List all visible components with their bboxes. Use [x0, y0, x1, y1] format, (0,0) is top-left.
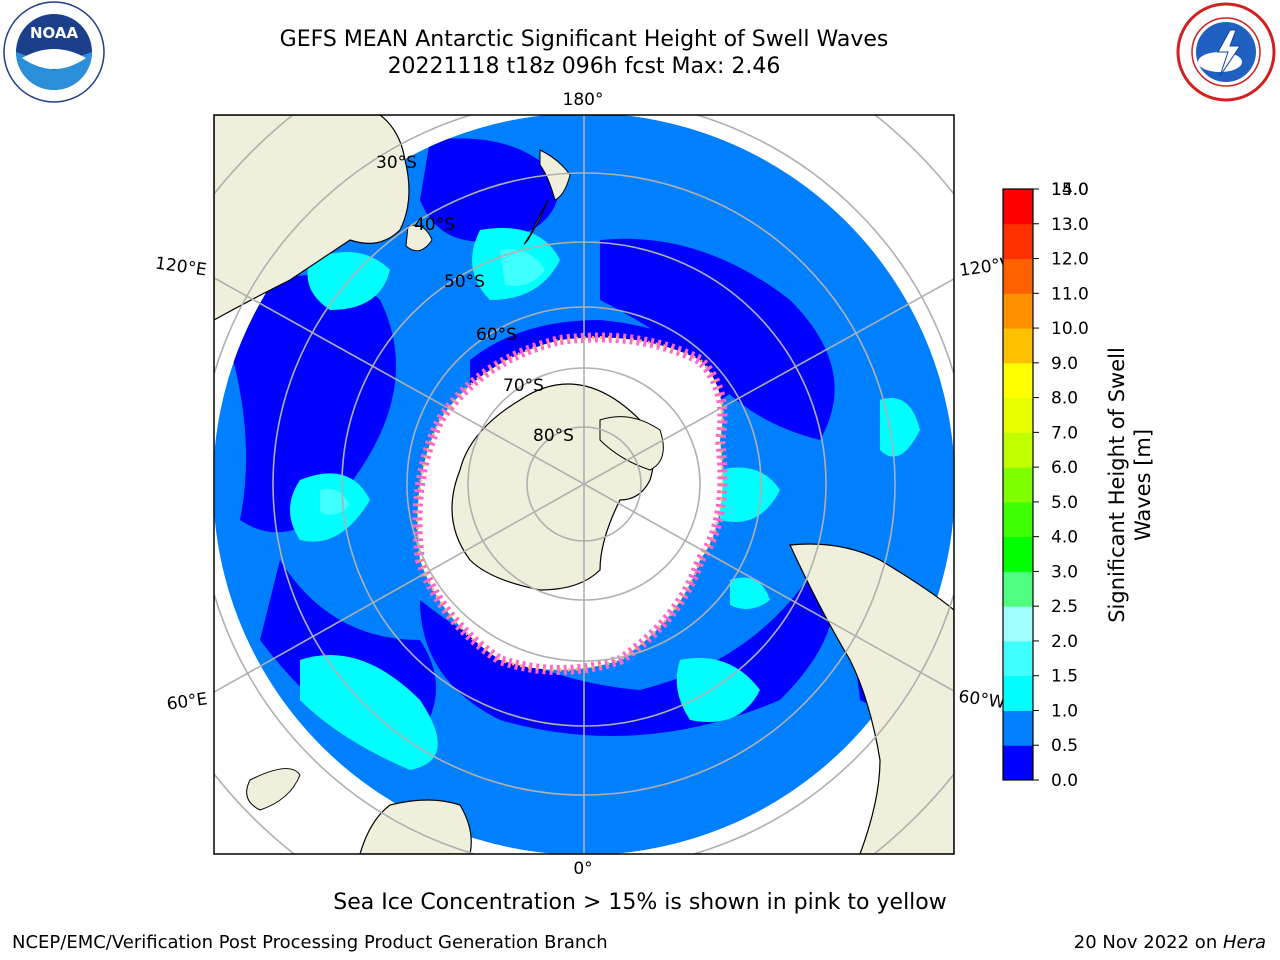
- colorbar-tick-label: 10.0: [1051, 319, 1089, 339]
- colorbar-segment: [1003, 536, 1033, 572]
- colorbar-segment: [1003, 501, 1033, 538]
- lon-label-60w: 60°W: [957, 687, 1006, 713]
- colorbar-segment: [1003, 606, 1033, 642]
- colorbar-tick-label: 3.0: [1051, 562, 1078, 582]
- colorbar-tick-label: 9.0: [1051, 354, 1078, 374]
- colorbar-label-line1: Significant Height of Swell: [1105, 347, 1129, 623]
- lon-label-60e: 60°E: [166, 689, 209, 714]
- lon-label-180: 180°: [563, 90, 604, 110]
- footer-machine: Hera: [1222, 932, 1266, 953]
- lat-label-70s: 70°S: [503, 376, 544, 396]
- noaa-logo-icon: NOAA: [3, 1, 105, 103]
- colorbar-tick-label: 13.0: [1051, 215, 1089, 235]
- map-frame: [213, 114, 955, 855]
- colorbar-tick-label: 1.0: [1051, 701, 1078, 721]
- colorbar-segment: [1003, 745, 1033, 781]
- colorbar-segment: [1003, 675, 1033, 711]
- footer-date-text: 20 Nov 2022 on: [1073, 932, 1223, 953]
- lat-label-80s: 80°S: [533, 426, 574, 446]
- colorbar-tick-label: 4.0: [1051, 528, 1078, 548]
- colorbar-segment: [1003, 432, 1033, 468]
- footer-credit: NCEP/EMC/Verification Post Processing Pr…: [12, 932, 608, 953]
- colorbar-tick-label: 2.0: [1051, 632, 1078, 652]
- colorbar-tick-label: 8.0: [1051, 389, 1078, 409]
- colorbar-tick-label: 12.0: [1051, 250, 1089, 270]
- colorbar-segment: [1003, 362, 1033, 399]
- colorbar-segment: [1003, 223, 1033, 260]
- lon-label-120e: 120°E: [154, 253, 208, 280]
- colorbar-tick-label: 15.0: [1051, 180, 1089, 200]
- colorbar-label-line2: Waves [m]: [1131, 429, 1155, 541]
- africa-land: [359, 799, 472, 854]
- colorbar-segment: [1003, 189, 1033, 225]
- colorbar-tick-label: 1.5: [1051, 667, 1078, 687]
- chart-subtitle: 20221118 t18z 096h fcst Max: 2.46: [387, 54, 781, 79]
- colorbar-tick-label: 14.0: [1051, 180, 1089, 200]
- chart-title: GEFS MEAN Antarctic Significant Height o…: [279, 27, 889, 52]
- footer-date: 20 Nov 2022 on Hera: [1074, 932, 1266, 953]
- colorbar: [1003, 189, 1033, 781]
- colorbar-tick-label: 0.0: [1051, 771, 1078, 791]
- nws-logo-icon: [1176, 2, 1276, 102]
- colorbar-segment: [1003, 571, 1033, 607]
- colorbar-segment: [1003, 328, 1033, 364]
- colorbar-segment: [1003, 640, 1033, 677]
- colorbar-tick-label: 0.5: [1051, 736, 1078, 756]
- sea-ice-caption: Sea Ice Concentration > 15% is shown in …: [333, 890, 947, 915]
- colorbar-tick-label: 7.0: [1051, 423, 1078, 443]
- colorbar-ticks: 0.0 0.5 1.0 1.5 2.0 2.5 3.0 4.0 5.0 6.0 7.0 8.0 9.0 1…: [1033, 180, 1089, 791]
- colorbar-tick-label: 11.0: [1051, 284, 1089, 304]
- map-area: 30°S 40°S 50°S 60°S 70°S 80°S: [214, 115, 954, 854]
- lat-label-30s: 30°S: [376, 153, 417, 173]
- lat-label-60s: 60°S: [476, 325, 517, 345]
- colorbar-tick-label: 2.5: [1051, 597, 1078, 617]
- noaa-logo-text: NOAA: [30, 24, 79, 42]
- colorbar-tick-label: 6.0: [1051, 458, 1078, 478]
- colorbar-segment: [1003, 293, 1033, 329]
- colorbar-frame: [1002, 188, 1034, 781]
- lon-label-0: 0°: [573, 859, 592, 879]
- colorbar-tick-label: 5.0: [1051, 493, 1078, 513]
- lat-label-50s: 50°S: [444, 272, 485, 292]
- colorbar-segment: [1003, 397, 1033, 433]
- colorbar-segment: [1003, 258, 1033, 294]
- colorbar-segment: [1003, 710, 1033, 746]
- colorbar-segment: [1003, 467, 1033, 503]
- longitude-gridlines: [214, 115, 954, 854]
- lat-label-40s: 40°S: [414, 215, 455, 235]
